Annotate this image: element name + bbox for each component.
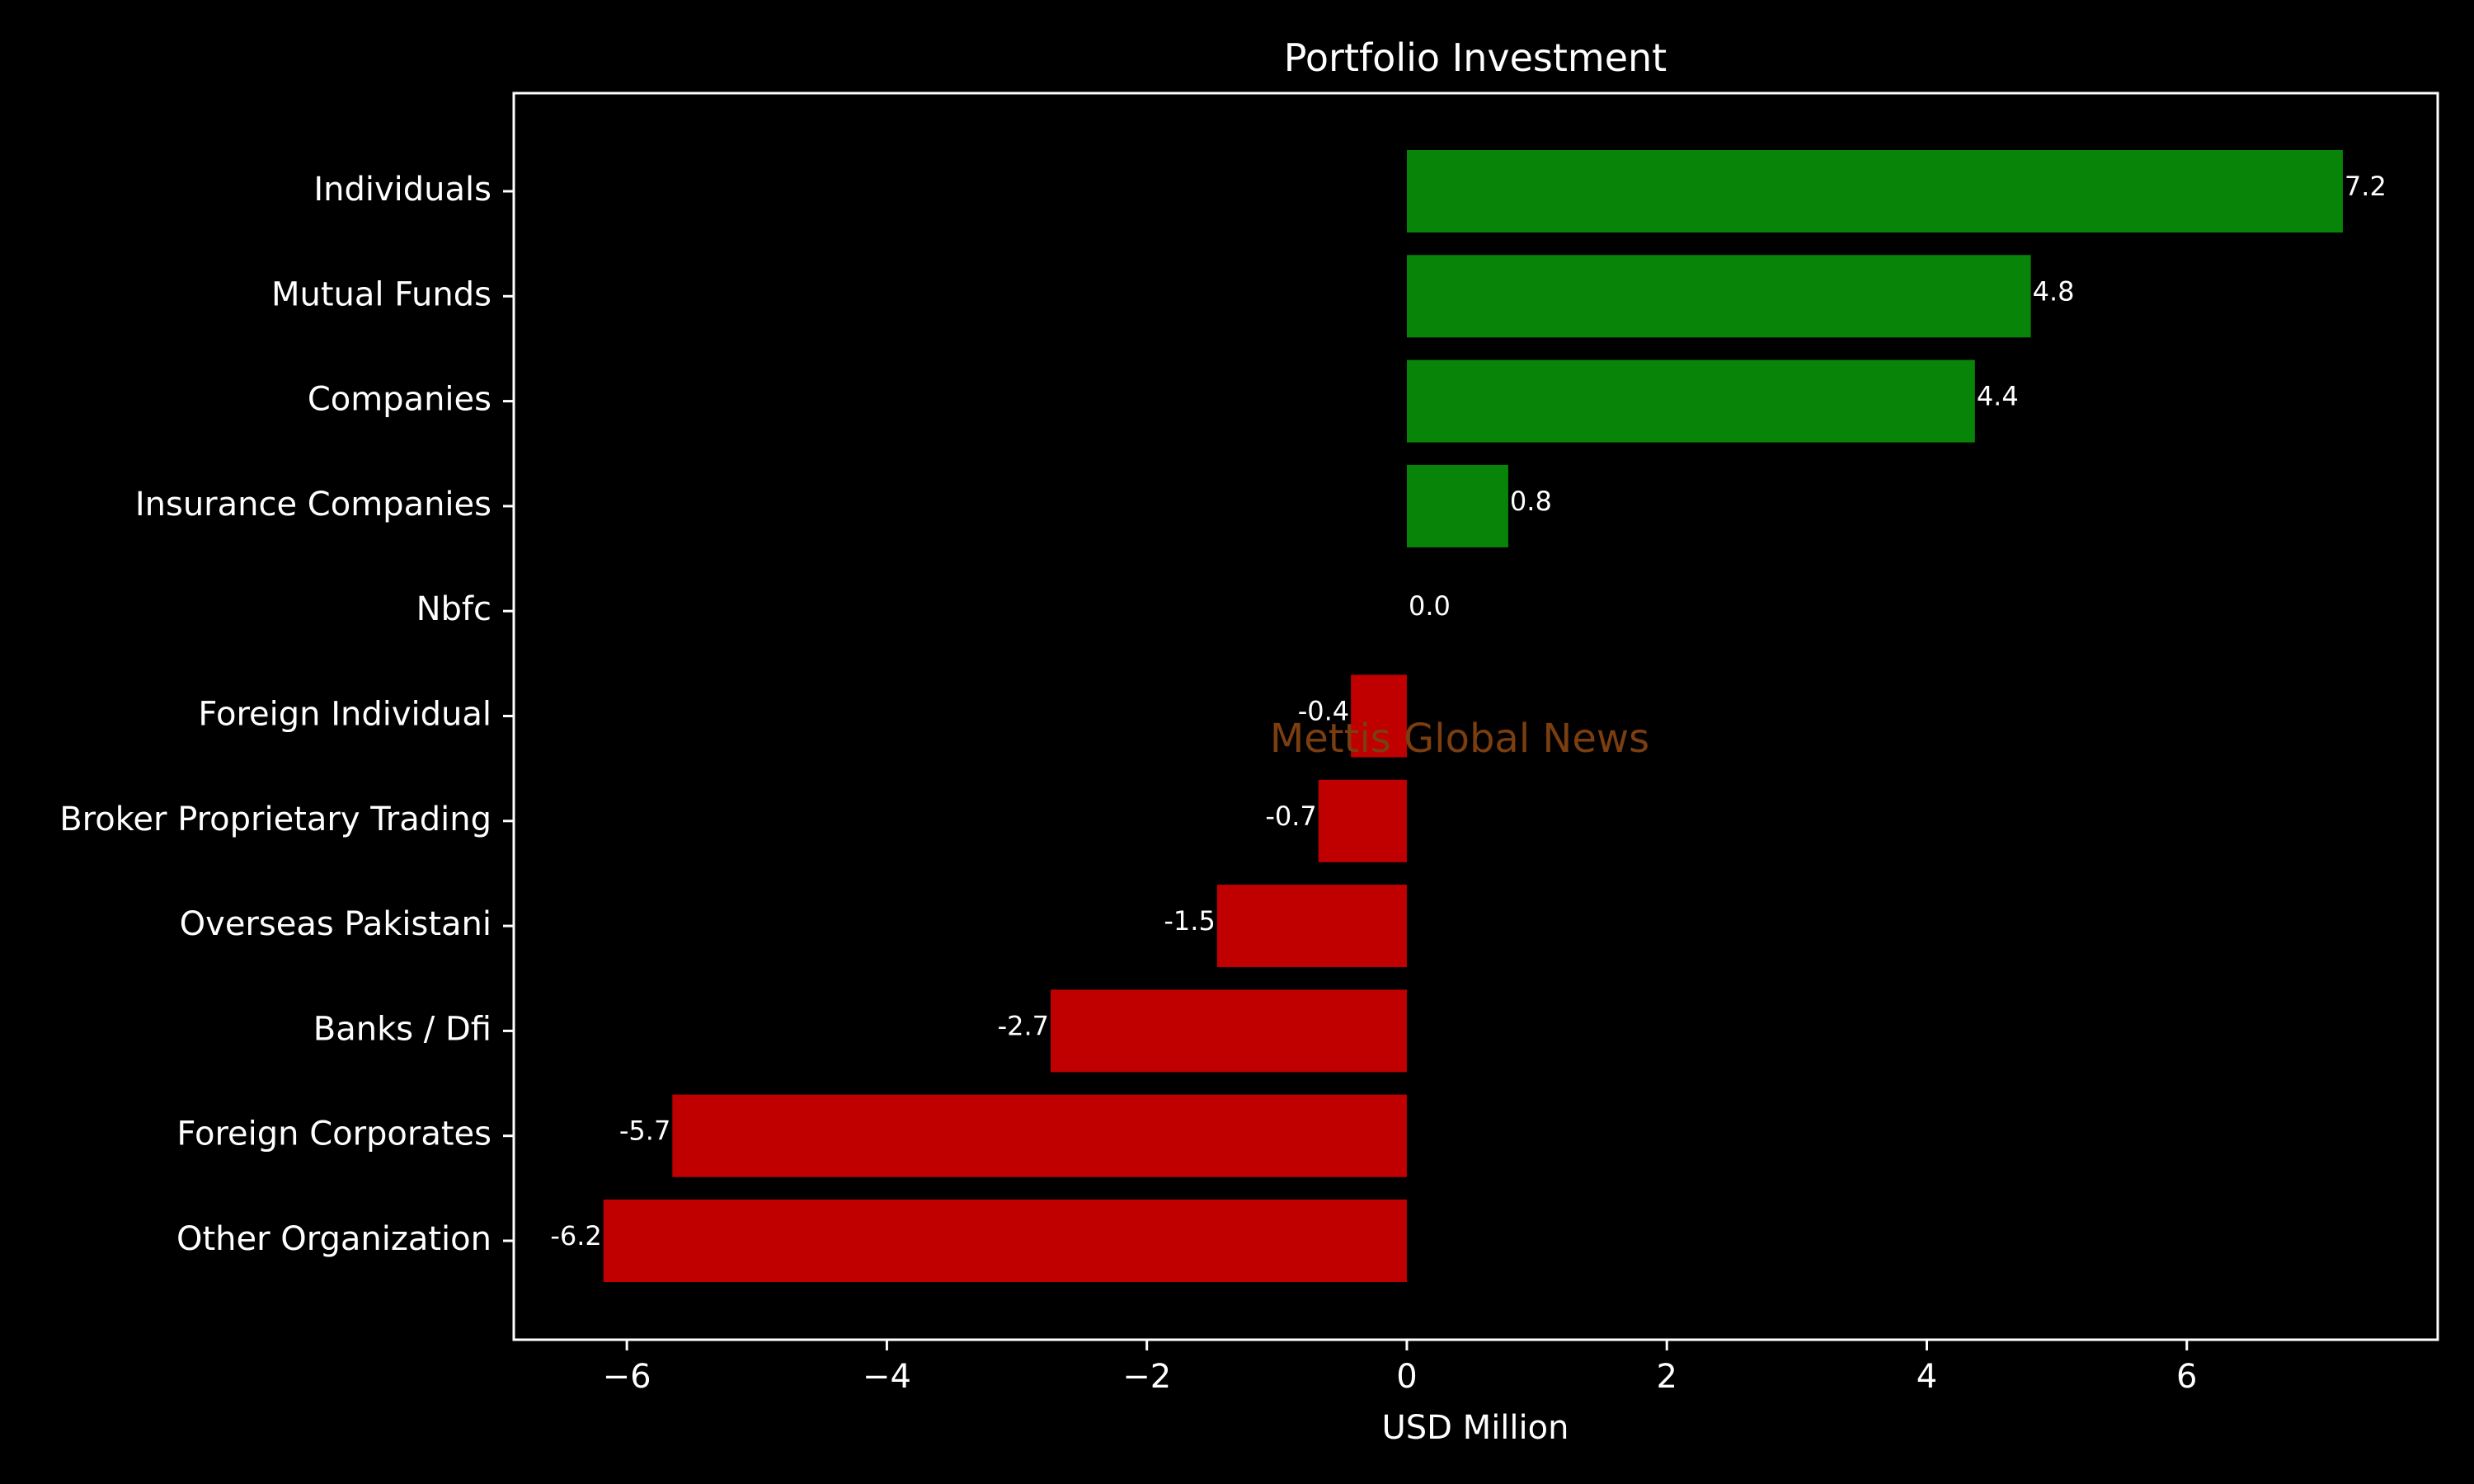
y-tick-label: Overseas Pakistani [180,905,492,943]
y-tick-label: Banks / Dfi [313,1010,492,1048]
bar-mutual-funds [1406,255,2031,338]
value-label: 4.8 [2033,275,2075,307]
watermark: Mettis Global News [1270,716,1649,762]
chart-title: Portfolio Investment [1284,35,1667,80]
x-tick-label: −4 [863,1358,911,1396]
x-tick-label: −2 [1122,1358,1171,1396]
value-label: -1.5 [1164,905,1215,937]
x-tick-label: 0 [1396,1358,1417,1396]
x-tick-label: 4 [1917,1358,1937,1396]
bar-banks-dfi [1051,989,1407,1073]
value-label: -5.7 [619,1115,670,1147]
y-axis: Individuals Mutual Funds Companies Insuranc… [59,171,514,1258]
value-label: -0.4 [1298,696,1349,727]
y-tick-label: Individuals [313,171,492,209]
y-tick-label: Nbfc [416,590,492,628]
y-tick-label: Other Organization [176,1220,492,1258]
value-label: -2.7 [998,1010,1049,1041]
x-tick-label: 2 [1656,1358,1677,1396]
value-labels-group: 7.2 4.8 4.4 0.8 0.0 -0.4 -0.7 -1.5 -2.7 -5.7 -6.2 [550,171,2386,1252]
x-axis-label: USD Million [1382,1409,1569,1447]
bar-insurance-companies [1406,464,1508,547]
plot-frame [512,92,2439,1341]
y-tick-label: Companies [308,381,492,419]
bar-other-organization [603,1200,1407,1282]
value-label: 0.8 [1510,486,1552,517]
y-tick-label: Foreign Individual [198,696,492,734]
value-label: -6.2 [550,1220,601,1252]
bars-group [603,150,2343,1282]
y-tick-label: Insurance Companies [135,486,492,524]
bar-companies [1406,359,1975,443]
value-label: 4.4 [1977,381,2019,412]
bar-foreign-corporates [672,1094,1407,1177]
value-label: -0.7 [1265,801,1316,832]
value-label: 7.2 [2345,171,2387,202]
bar-overseas-pakistani [1216,885,1407,968]
bar-broker-proprietary-trading [1318,779,1407,862]
bar-foreign-individual [1351,674,1407,758]
y-tick-label: Foreign Corporates [176,1115,492,1153]
x-axis: −6 −4 −2 0 2 4 6 [603,1340,2197,1396]
value-label: 0.0 [1409,590,1451,622]
x-tick-label: −6 [603,1358,651,1396]
y-tick-label: Mutual Funds [271,275,492,313]
bar-individuals [1406,150,2343,232]
x-tick-label: 6 [2176,1358,2197,1396]
y-tick-label: Broker Proprietary Trading [59,801,492,838]
